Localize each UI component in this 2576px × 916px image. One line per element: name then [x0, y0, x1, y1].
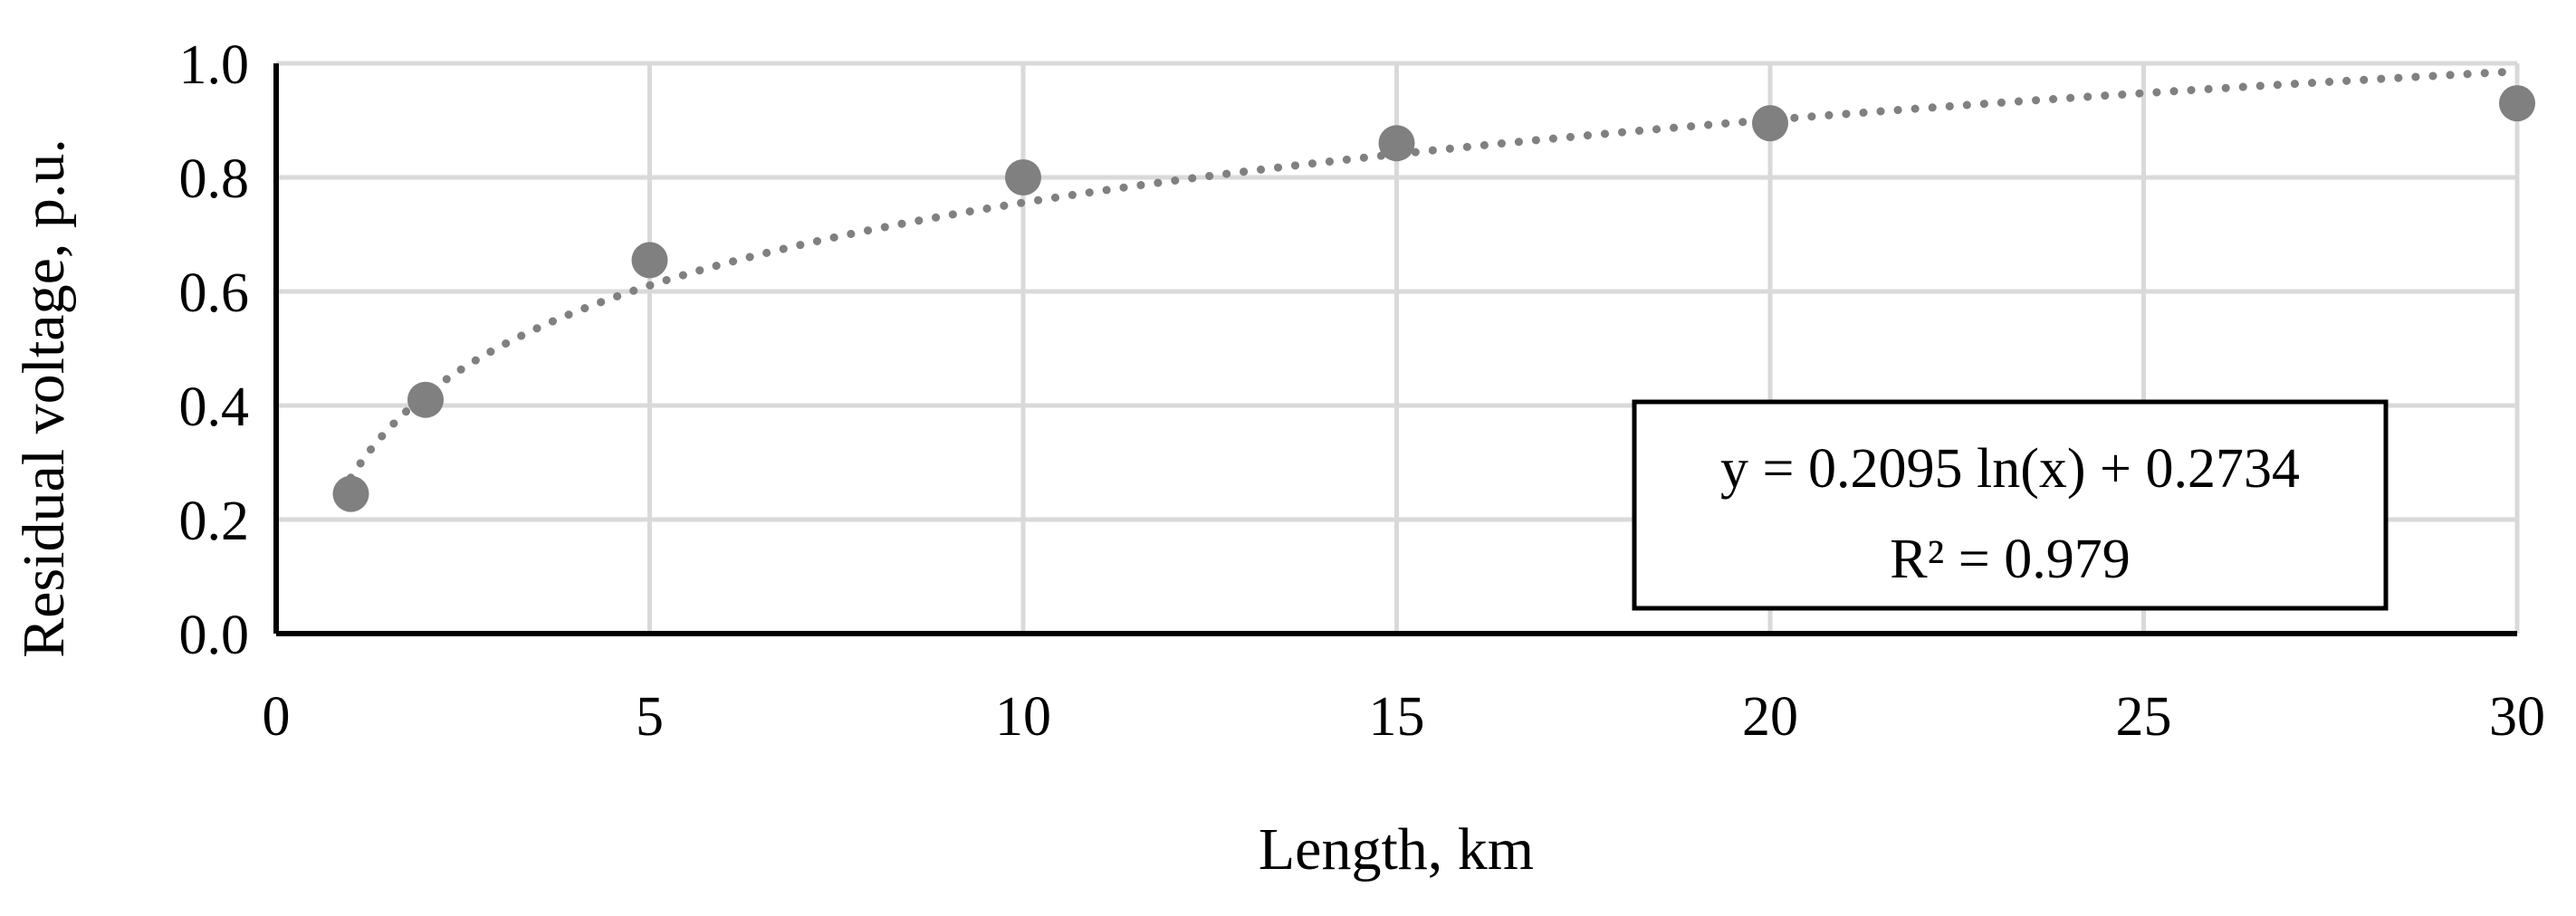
data-point [332, 475, 369, 512]
data-point [1752, 105, 1788, 142]
y-axis-title: Residual voltage, p.u. [11, 138, 77, 658]
y-tick-label: 1.0 [179, 34, 250, 96]
x-tick-label: 10 [995, 686, 1051, 748]
x-tick-label: 0 [263, 686, 291, 748]
trendline-equation: y = 0.2095 ln(x) + 0.2734 [1720, 438, 2300, 500]
data-points [332, 85, 2535, 512]
trendline-equation-box: y = 0.2095 ln(x) + 0.2734 R² = 0.979 [1632, 399, 2389, 611]
x-axis-title: Length, km [1259, 816, 1534, 883]
data-point [407, 381, 444, 418]
y-tick-label: 0.0 [179, 605, 250, 666]
data-point [2499, 85, 2535, 122]
x-tick-label: 25 [2116, 686, 2172, 748]
trendline-group [347, 67, 2522, 482]
y-tick-label: 0.6 [179, 262, 250, 324]
x-tick-label: 30 [2489, 686, 2545, 748]
r-squared-label: R² = 0.979 [1890, 529, 2130, 590]
axes [273, 63, 2517, 636]
data-point [631, 242, 668, 279]
data-point [1378, 125, 1415, 162]
y-tick-label: 0.2 [179, 491, 250, 552]
x-tick-label: 15 [1369, 686, 1425, 748]
equation-box-border [1632, 399, 2389, 611]
data-point [1005, 159, 1041, 196]
x-tick-label: 5 [636, 686, 664, 748]
y-tick-label: 0.4 [179, 377, 250, 438]
x-tick-label: 20 [1742, 686, 1798, 748]
trendline [347, 67, 2522, 482]
y-tick-label: 0.8 [179, 148, 250, 210]
grid [276, 61, 2520, 634]
tick-labels: 0 5 10 15 20 25 30 0.0 0.2 0.4 0.6 0.8 1.0 [179, 34, 2546, 748]
